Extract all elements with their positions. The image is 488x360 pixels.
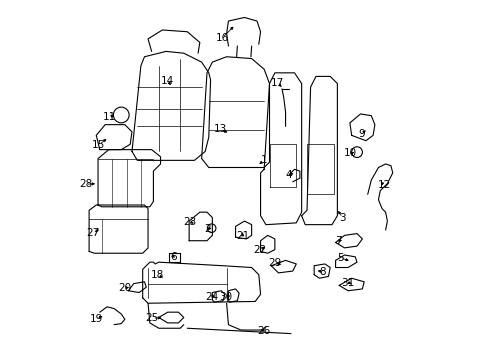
Text: 29: 29 [268, 258, 281, 268]
Text: 1: 1 [260, 156, 267, 165]
Text: 19: 19 [89, 314, 102, 324]
Text: 16: 16 [215, 33, 228, 43]
Text: 25: 25 [145, 313, 159, 323]
Text: 10: 10 [343, 148, 356, 158]
Text: 2: 2 [203, 224, 210, 234]
Text: 12: 12 [377, 180, 390, 190]
Text: 9: 9 [358, 129, 364, 139]
Text: 15: 15 [92, 140, 105, 150]
Text: 22: 22 [253, 246, 266, 255]
Text: 7: 7 [334, 237, 341, 247]
Text: 26: 26 [257, 326, 270, 336]
Text: 17: 17 [270, 78, 284, 88]
Text: 11: 11 [103, 112, 116, 122]
Text: 13: 13 [213, 124, 226, 134]
Text: 24: 24 [204, 292, 218, 302]
Text: 5: 5 [336, 253, 343, 263]
Text: 4: 4 [285, 170, 292, 180]
Text: 23: 23 [183, 217, 197, 227]
Text: 31: 31 [341, 278, 354, 288]
Text: 3: 3 [339, 212, 346, 222]
Text: 18: 18 [150, 270, 163, 280]
Text: 30: 30 [219, 292, 232, 302]
Text: 21: 21 [236, 231, 249, 241]
Text: 6: 6 [170, 252, 177, 262]
Text: 27: 27 [86, 228, 99, 238]
Text: 8: 8 [318, 267, 325, 277]
Text: 20: 20 [118, 283, 131, 293]
Text: 28: 28 [79, 179, 92, 189]
Text: 14: 14 [160, 76, 173, 86]
